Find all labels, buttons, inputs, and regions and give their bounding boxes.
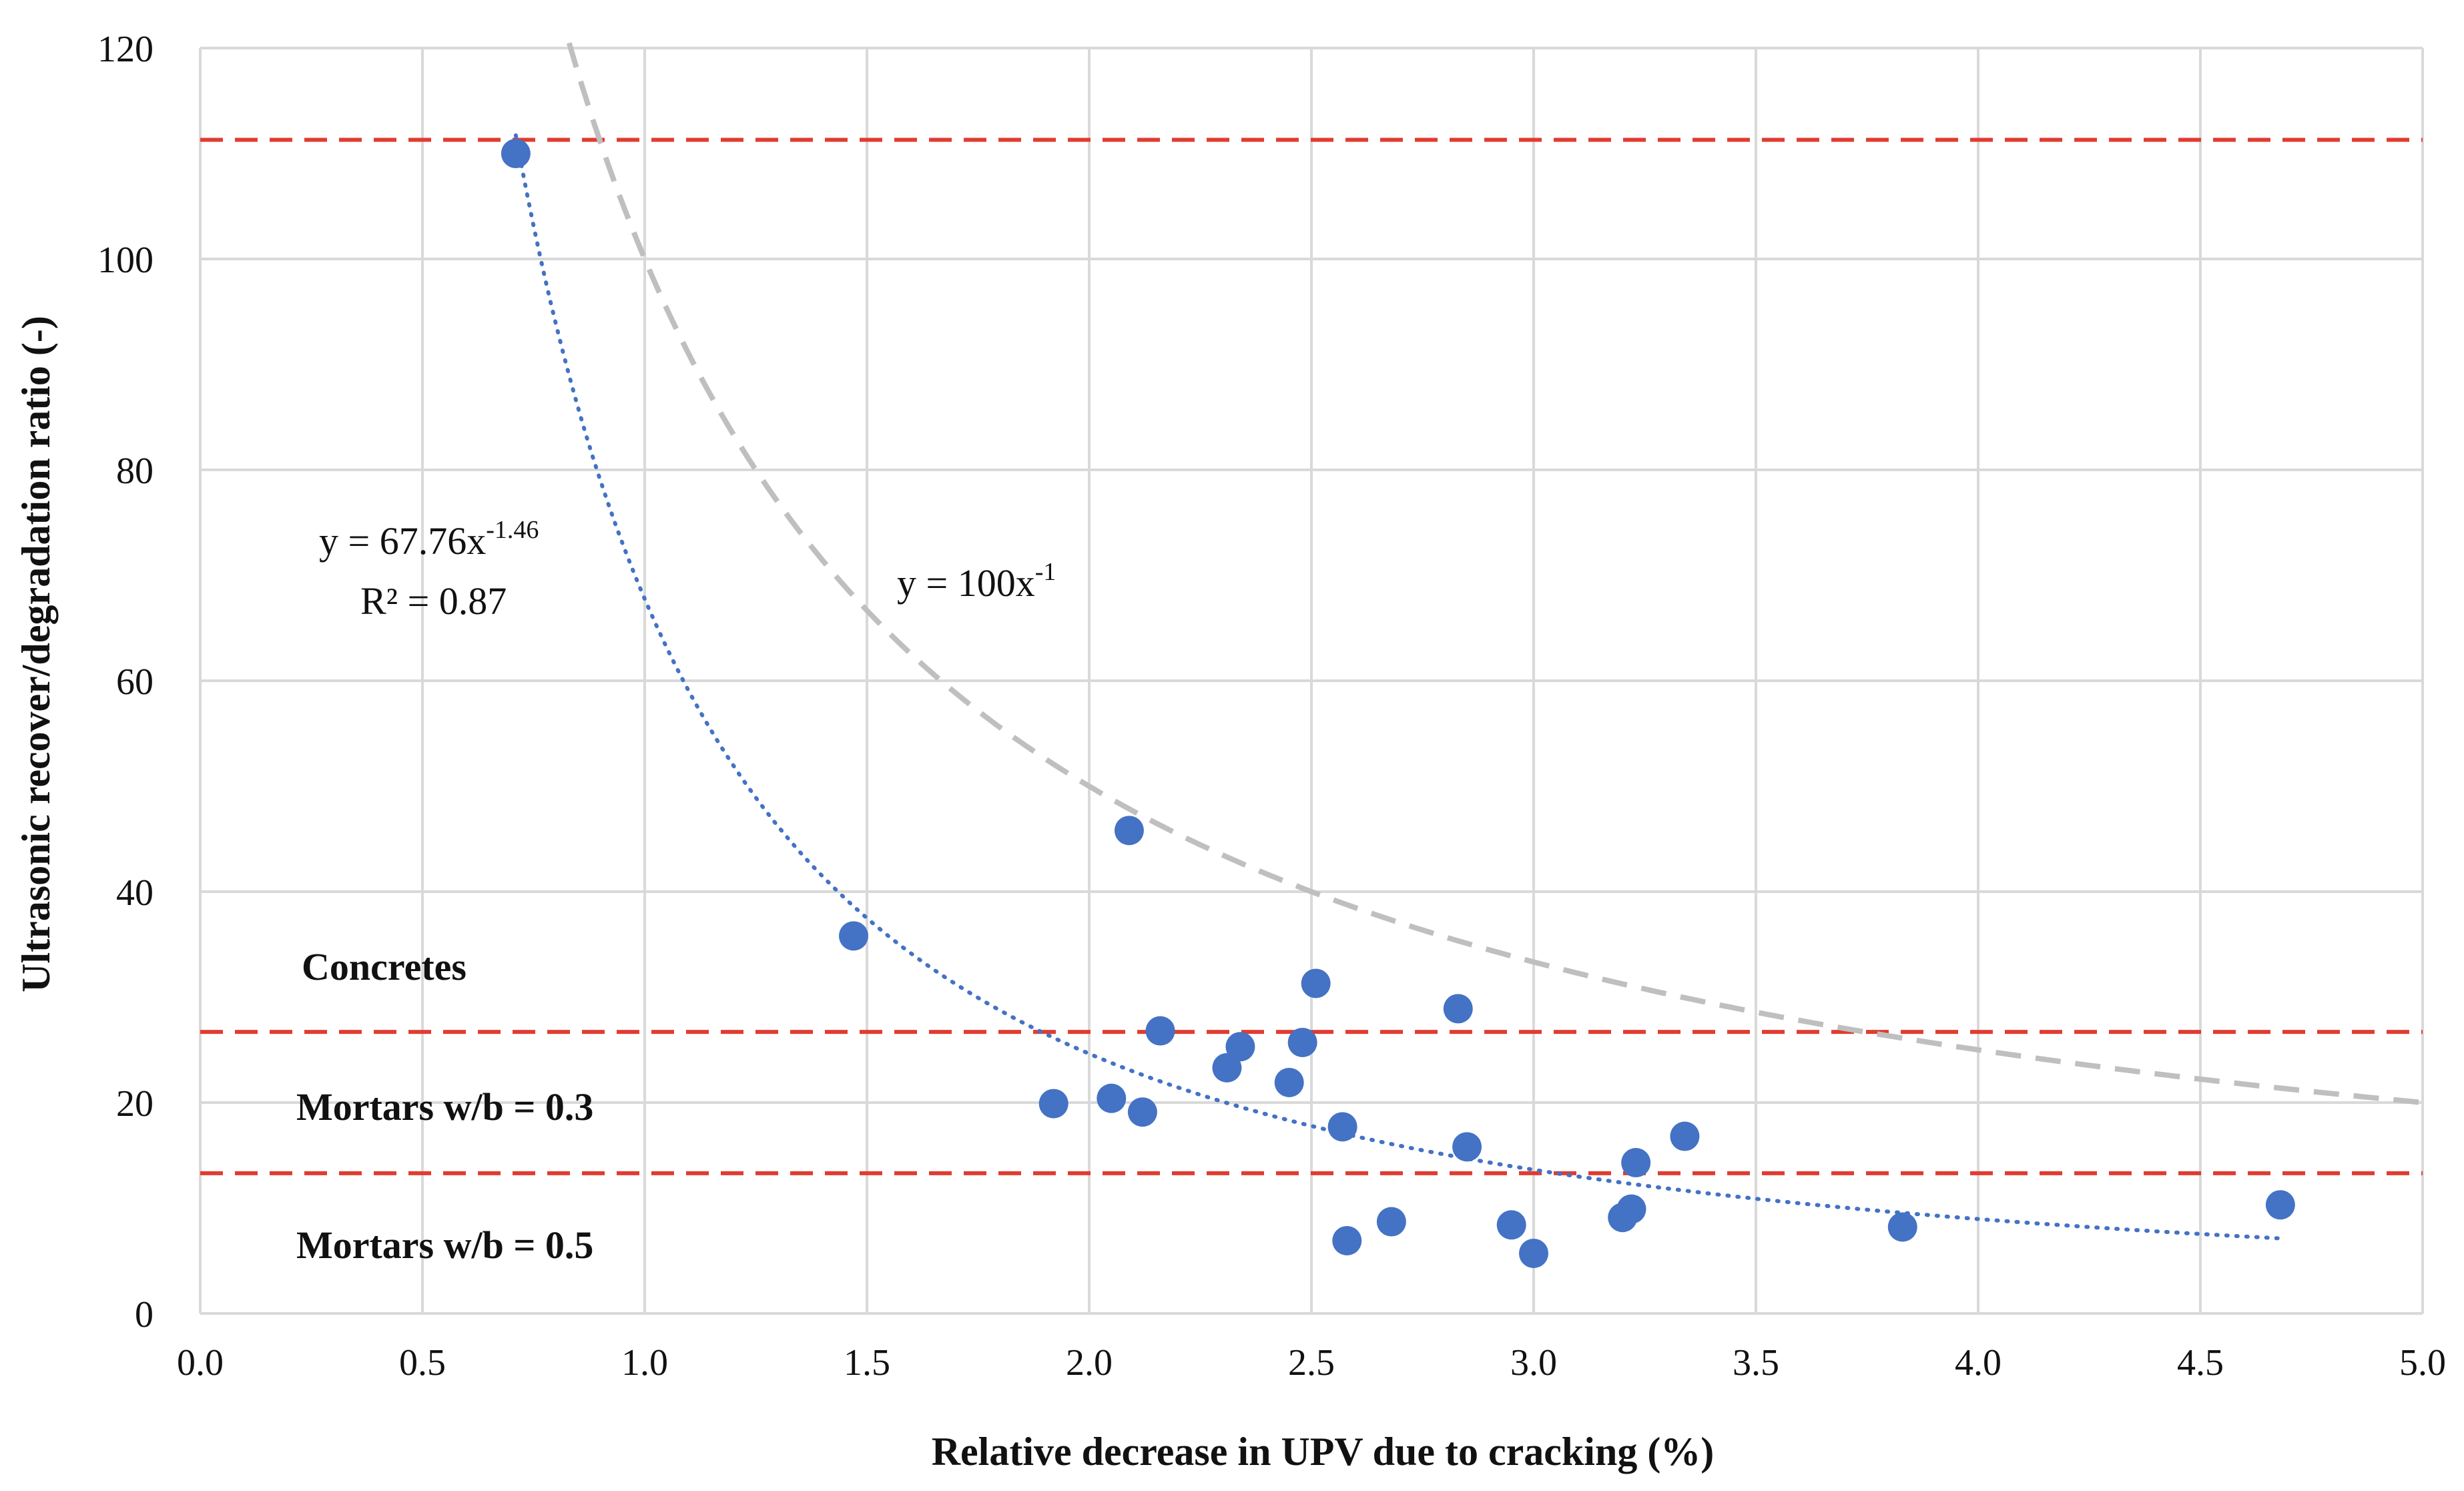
data-point — [1114, 816, 1144, 846]
data-points — [501, 139, 2295, 1268]
y-tick-label: 80 — [116, 451, 153, 492]
fit-r-squared: R² = 0.87 — [360, 579, 507, 623]
data-point — [1225, 1032, 1255, 1062]
data-point — [1274, 1067, 1304, 1097]
y-tick-label: 60 — [116, 661, 153, 703]
data-point — [1496, 1210, 1526, 1240]
x-tick-label: 1.5 — [844, 1342, 890, 1384]
x-tick-label: 3.0 — [1510, 1342, 1557, 1384]
y-tick-label: 120 — [97, 29, 153, 70]
x-tick-label: 2.0 — [1066, 1342, 1113, 1384]
x-tick-label: 3.5 — [1733, 1342, 1779, 1384]
x-tick-label: 5.0 — [2399, 1342, 2446, 1384]
reference-equation: y = 100x-1 — [897, 558, 1056, 605]
y-tick-label: 20 — [116, 1083, 153, 1125]
data-point — [1670, 1121, 1700, 1151]
zone-label-concretes: Concretes — [302, 945, 467, 988]
y-tick-label: 40 — [116, 872, 153, 914]
data-point — [1616, 1194, 1646, 1224]
fit-equation-base: y = 67.76x — [319, 519, 486, 563]
x-tick-label: 4.5 — [2177, 1342, 2224, 1384]
reference-curve — [566, 42, 2423, 1105]
data-point — [1212, 1053, 1242, 1083]
data-point — [1332, 1225, 1362, 1255]
data-point — [1097, 1083, 1127, 1113]
data-point — [501, 139, 531, 168]
y-axis-title: Ultrasonic recover/degradation ratio (-) — [14, 316, 58, 992]
tick-labels: 0.0 0.5 1.0 1.5 2.0 2.5 3.0 3.5 4.0 4.5 5.0 0 20 40 60… — [97, 29, 2446, 1384]
data-point — [1327, 1112, 1357, 1142]
reference-equation-base: y = 100x — [897, 561, 1035, 605]
x-tick-label: 1.0 — [621, 1342, 668, 1384]
data-point — [1519, 1238, 1548, 1268]
trend-curves — [513, 42, 2423, 1241]
x-tick-label: 0.0 — [177, 1342, 224, 1384]
zone-label-mortars-0-5: Mortars w/b = 0.5 — [296, 1223, 593, 1267]
data-point — [1145, 1016, 1175, 1046]
data-point — [1443, 994, 1473, 1024]
data-point — [1621, 1148, 1651, 1178]
x-tick-label: 0.5 — [399, 1342, 446, 1384]
data-point — [1301, 968, 1331, 998]
x-tick-label: 4.0 — [1955, 1342, 2001, 1384]
y-tick-label: 100 — [97, 240, 153, 281]
data-point — [839, 921, 869, 951]
data-point — [1376, 1207, 1406, 1237]
y-tick-label: 0 — [135, 1294, 153, 1335]
fit-equation-exponent: -1.46 — [486, 516, 539, 544]
data-point — [2265, 1190, 2295, 1220]
data-point — [1127, 1097, 1157, 1127]
data-point — [1038, 1089, 1068, 1119]
reference-equation-exponent: -1 — [1035, 558, 1056, 586]
zone-label-mortars-0-3: Mortars w/b = 0.3 — [296, 1085, 593, 1129]
x-axis-title: Relative decrease in UPV due to cracking… — [932, 1430, 1715, 1474]
data-point — [1887, 1212, 1917, 1242]
fit-equation: y = 67.76x-1.46 — [319, 516, 539, 563]
data-point — [1452, 1132, 1482, 1162]
data-point — [1287, 1027, 1317, 1057]
x-tick-label: 2.5 — [1288, 1342, 1335, 1384]
power-fit-curve — [513, 133, 2282, 1241]
